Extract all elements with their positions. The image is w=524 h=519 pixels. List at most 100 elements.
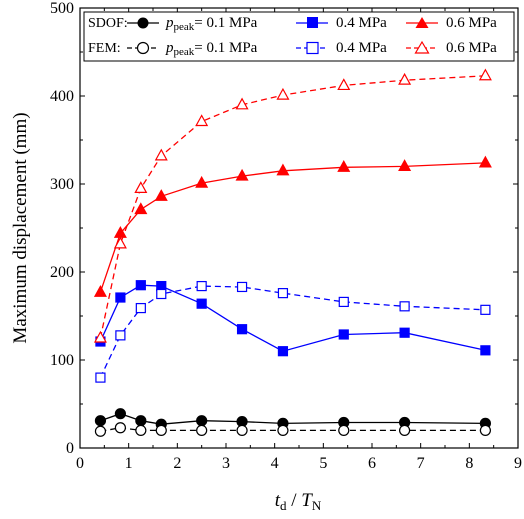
data-point	[196, 424, 208, 436]
legend-fem-head: FEM:	[88, 41, 121, 56]
data-point	[195, 175, 209, 188]
data-point	[134, 181, 148, 193]
x-tick-label: 4	[271, 455, 279, 472]
legend-fem-01-marker	[136, 41, 150, 55]
x-tick-label: 7	[417, 455, 425, 472]
data-point	[195, 114, 209, 127]
data-point	[114, 408, 126, 420]
series-line-sdof-0-4-mpa	[99, 284, 486, 352]
x-axis-label: td / TN	[275, 490, 322, 513]
x-tick-label: 2	[173, 455, 181, 472]
x-tick-label: 0	[76, 455, 84, 472]
legend-fem-04-marker	[306, 41, 319, 55]
series-sdof-0-1-mpa	[94, 408, 491, 430]
legend-fem-01-label: ppeak= 0.1 MPa	[165, 40, 258, 58]
axis-ticks: 0 1 2 3 4 5 6 7 8 9 0 100 200 300 400 500	[50, 0, 522, 472]
x-tick-label: 9	[514, 455, 522, 472]
series-sdof-0-6-mpa	[93, 155, 492, 297]
series-line-sdof-0-6-mpa	[99, 162, 486, 293]
data-point	[277, 288, 289, 299]
data-point	[135, 415, 147, 427]
data-point	[196, 415, 208, 427]
legend-box	[83, 11, 515, 62]
legend-fem-04-label: 0.4 MPa	[336, 40, 387, 56]
series-line-fem-0-6-mpa	[99, 75, 486, 339]
data-point	[479, 424, 491, 436]
y-tick-label: 100	[50, 352, 74, 369]
data-point	[399, 327, 410, 338]
y-axis-label: Maximum displacement (mm)	[10, 112, 31, 343]
plot-frame	[79, 7, 519, 449]
legend-sdof-01-marker	[137, 17, 149, 29]
data-point	[154, 148, 168, 161]
data-point	[115, 330, 126, 341]
series-line-fem-0-1-mpa	[100, 427, 486, 432]
series-line-fem-0-4-mpa	[99, 285, 486, 378]
data-point	[398, 159, 412, 171]
data-point	[155, 424, 167, 436]
data-point	[276, 163, 290, 176]
data-point	[399, 301, 410, 312]
data-point	[277, 346, 289, 357]
legend-sdof-06-label: 0.6 MPa	[446, 15, 497, 31]
series-fem-0-6-mpa	[93, 68, 492, 343]
data-point	[94, 425, 107, 437]
data-point	[134, 202, 148, 215]
data-point	[94, 415, 107, 427]
data-point	[115, 292, 126, 303]
data-point	[93, 284, 107, 297]
data-point	[480, 345, 491, 356]
data-point	[338, 424, 350, 436]
data-point	[113, 236, 127, 249]
data-point	[135, 280, 146, 291]
data-point	[135, 424, 147, 436]
legend-sdof-01-label: ppeak= 0.1 MPa	[165, 15, 258, 33]
data-point	[135, 302, 146, 314]
y-tick-label: 400	[50, 88, 74, 105]
legend-sdof-04-label: 0.4 MPa	[336, 15, 387, 31]
series-fem-0-4-mpa	[95, 280, 491, 383]
data-point	[337, 78, 351, 91]
data-point	[196, 298, 207, 309]
data-point	[93, 330, 107, 343]
x-tick-label: 6	[368, 455, 376, 472]
data-point	[236, 424, 248, 436]
legend-sdof-06-marker	[415, 17, 429, 28]
data-point	[154, 189, 168, 201]
data-point	[114, 422, 126, 434]
data-point	[235, 97, 249, 110]
legend-fem-06-marker	[414, 40, 430, 54]
data-point	[398, 72, 412, 85]
data-point	[196, 280, 207, 292]
data-point	[478, 68, 492, 81]
legend-fem-06-label: 0.6 MPa	[446, 40, 497, 56]
data-point	[338, 329, 349, 340]
series-sdof-0-4-mpa	[95, 280, 491, 357]
data-point	[235, 168, 249, 181]
y-tick-label: 300	[50, 176, 74, 193]
data-point	[277, 424, 289, 436]
x-tick-label: 8	[465, 455, 473, 472]
data-point	[156, 288, 167, 300]
series-layer	[93, 68, 492, 437]
data-point	[236, 324, 248, 335]
data-point	[399, 424, 411, 436]
legend-sdof-04-marker	[307, 17, 318, 28]
data-point	[276, 87, 290, 100]
x-tick-label: 1	[125, 455, 133, 472]
y-tick-label: 500	[50, 0, 74, 17]
x-tick-label: 3	[222, 455, 230, 472]
data-point	[338, 296, 349, 308]
y-tick-label: 200	[50, 264, 74, 281]
data-point	[236, 281, 248, 293]
x-tick-label: 5	[319, 455, 327, 472]
data-point	[478, 155, 492, 168]
data-point	[337, 160, 351, 172]
series-fem-0-1-mpa	[94, 422, 491, 437]
series-line-sdof-0-1-mpa	[100, 413, 486, 425]
data-point	[95, 372, 106, 383]
legend: SDOF: ppeak= 0.1 MPa 0.4 MPa 0.6 MPa FEM…	[83, 11, 515, 62]
data-point	[480, 304, 491, 315]
y-tick-label: 0	[66, 440, 74, 457]
